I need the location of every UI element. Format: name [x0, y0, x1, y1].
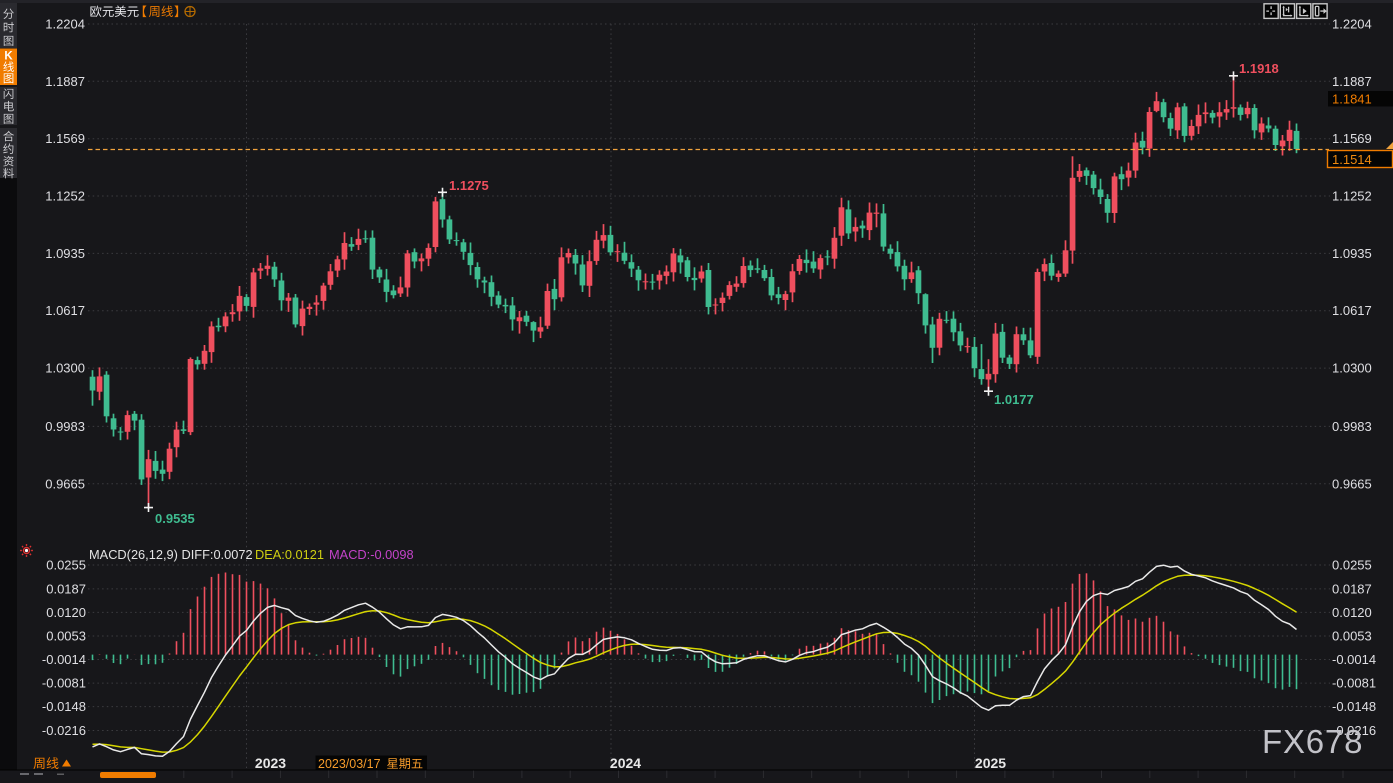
- svg-text:1.1275: 1.1275: [449, 178, 489, 193]
- svg-text:0.9983: 0.9983: [1332, 419, 1372, 434]
- svg-text:-0.0216: -0.0216: [1332, 723, 1376, 738]
- svg-text:0.0187: 0.0187: [46, 581, 86, 596]
- svg-text:1.0617: 1.0617: [45, 303, 85, 318]
- svg-text:DEA:0.0121: DEA:0.0121: [255, 547, 324, 562]
- svg-text:0.9535: 0.9535: [155, 511, 195, 526]
- svg-text:-0.0148: -0.0148: [42, 699, 86, 714]
- svg-text:-0.0014: -0.0014: [1332, 652, 1376, 667]
- svg-text:0.0255: 0.0255: [46, 558, 86, 573]
- svg-text:1.2204: 1.2204: [1332, 17, 1372, 32]
- svg-text:0.9665: 0.9665: [45, 476, 85, 491]
- svg-text:0.0187: 0.0187: [1332, 581, 1372, 596]
- svg-text:1.1569: 1.1569: [1332, 131, 1372, 146]
- svg-text:1.0617: 1.0617: [1332, 303, 1372, 318]
- svg-text:2023/03/17: 2023/03/17: [318, 757, 381, 771]
- svg-text:1.0935: 1.0935: [1332, 246, 1372, 261]
- svg-text:MACD(26,12,9) DIFF:0.0072: MACD(26,12,9) DIFF:0.0072: [89, 547, 253, 562]
- svg-text:0.0255: 0.0255: [1332, 558, 1372, 573]
- svg-text:-0.0148: -0.0148: [1332, 699, 1376, 714]
- svg-text:1.1252: 1.1252: [45, 189, 85, 204]
- svg-text:MACD:-0.0098: MACD:-0.0098: [329, 547, 414, 562]
- svg-text:0.9983: 0.9983: [45, 419, 85, 434]
- svg-text:1.1918: 1.1918: [1239, 61, 1279, 76]
- svg-text:0.0120: 0.0120: [46, 605, 86, 620]
- svg-text:1.1887: 1.1887: [45, 74, 85, 89]
- svg-text:1.2204: 1.2204: [45, 17, 85, 32]
- svg-text:2024: 2024: [610, 755, 641, 771]
- svg-text:0.0053: 0.0053: [1332, 629, 1372, 644]
- svg-text:0.0120: 0.0120: [1332, 605, 1372, 620]
- svg-text:1.1252: 1.1252: [1332, 189, 1372, 204]
- svg-text:2023: 2023: [255, 755, 286, 771]
- svg-text:1.1514: 1.1514: [1332, 152, 1372, 167]
- svg-text:1.0300: 1.0300: [45, 361, 85, 376]
- svg-text:-0.0081: -0.0081: [1332, 676, 1376, 691]
- svg-text:1.1841: 1.1841: [1332, 92, 1372, 107]
- svg-text:1.0300: 1.0300: [1332, 361, 1372, 376]
- svg-text:K: K: [4, 51, 13, 63]
- svg-text:-0.0081: -0.0081: [42, 676, 86, 691]
- svg-text:1.1569: 1.1569: [45, 131, 85, 146]
- svg-text:0.9665: 0.9665: [1332, 476, 1372, 491]
- svg-text:1.0177: 1.0177: [994, 392, 1034, 407]
- svg-text:2025: 2025: [975, 755, 1006, 771]
- svg-text:1.0935: 1.0935: [45, 246, 85, 261]
- svg-text:-0.0014: -0.0014: [42, 652, 86, 667]
- svg-text:0.0053: 0.0053: [46, 629, 86, 644]
- svg-text:1.1887: 1.1887: [1332, 74, 1372, 89]
- svg-text:-0.0216: -0.0216: [42, 723, 86, 738]
- svg-text:FX678: FX678: [1262, 723, 1363, 760]
